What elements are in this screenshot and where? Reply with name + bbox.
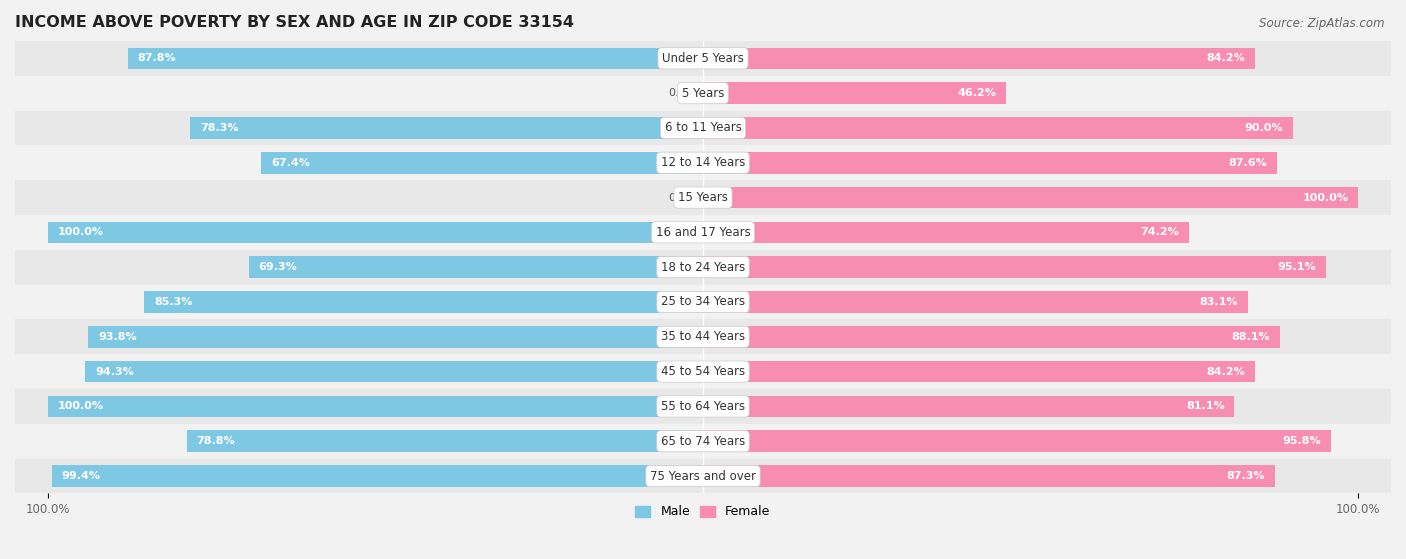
Bar (143, 291, 703, 313)
Bar (15, 75, 1391, 111)
Text: INCOME ABOVE POVERTY BY SEX AND AGE IN ZIP CODE 33154: INCOME ABOVE POVERTY BY SEX AND AGE IN Z… (15, 15, 574, 30)
Bar (15, 111, 1391, 145)
Text: 69.3%: 69.3% (259, 262, 298, 272)
Bar (262, 152, 703, 173)
Text: 87.6%: 87.6% (1229, 158, 1267, 168)
Text: 25 to 34 Years: 25 to 34 Years (661, 296, 745, 309)
Bar (15, 389, 1391, 424)
Text: 12 to 14 Years: 12 to 14 Years (661, 156, 745, 169)
Text: 6 to 11 Years: 6 to 11 Years (665, 121, 741, 134)
Text: 88.1%: 88.1% (1232, 332, 1271, 342)
Bar (15, 285, 1391, 319)
Bar (703, 82, 1005, 104)
Bar (703, 257, 1326, 278)
Text: 78.3%: 78.3% (200, 123, 238, 133)
Bar (15, 354, 1391, 389)
Bar (15, 180, 1391, 215)
Text: 84.2%: 84.2% (1206, 367, 1244, 377)
Text: 83.1%: 83.1% (1199, 297, 1237, 307)
Bar (249, 257, 703, 278)
Text: 87.8%: 87.8% (138, 53, 176, 63)
Bar (703, 221, 1189, 243)
Bar (190, 117, 703, 139)
Bar (703, 117, 1292, 139)
Bar (86, 361, 703, 382)
Bar (703, 291, 1247, 313)
Bar (703, 152, 1277, 173)
Text: 16 and 17 Years: 16 and 17 Years (655, 226, 751, 239)
Text: 46.2%: 46.2% (957, 88, 995, 98)
Bar (48, 221, 703, 243)
Text: 90.0%: 90.0% (1244, 123, 1282, 133)
Bar (15, 250, 1391, 285)
Bar (15, 319, 1391, 354)
Bar (703, 48, 1254, 69)
Bar (703, 187, 1358, 209)
Text: 81.1%: 81.1% (1185, 401, 1225, 411)
Text: 15 Years: 15 Years (678, 191, 728, 204)
Text: 87.3%: 87.3% (1226, 471, 1265, 481)
Text: 100.0%: 100.0% (1302, 192, 1348, 202)
Text: 65 to 74 Years: 65 to 74 Years (661, 435, 745, 448)
Bar (52, 465, 703, 487)
Bar (15, 424, 1391, 458)
Text: 0.0%: 0.0% (668, 88, 696, 98)
Text: 100.0%: 100.0% (58, 401, 104, 411)
Text: Source: ZipAtlas.com: Source: ZipAtlas.com (1260, 17, 1385, 30)
Text: 67.4%: 67.4% (271, 158, 311, 168)
Bar (703, 430, 1330, 452)
Bar (89, 326, 703, 348)
Bar (703, 465, 1275, 487)
Text: 5 Years: 5 Years (682, 87, 724, 100)
Text: 55 to 64 Years: 55 to 64 Years (661, 400, 745, 413)
Text: 75 Years and over: 75 Years and over (650, 470, 756, 482)
Text: 95.1%: 95.1% (1278, 262, 1316, 272)
Text: Under 5 Years: Under 5 Years (662, 52, 744, 65)
Text: 74.2%: 74.2% (1140, 228, 1180, 238)
Text: 100.0%: 100.0% (58, 228, 104, 238)
Legend: Male, Female: Male, Female (630, 500, 776, 523)
Bar (48, 396, 703, 417)
Text: 78.8%: 78.8% (197, 436, 235, 446)
Text: 18 to 24 Years: 18 to 24 Years (661, 260, 745, 274)
Bar (703, 396, 1234, 417)
Bar (703, 326, 1281, 348)
Text: 45 to 54 Years: 45 to 54 Years (661, 365, 745, 378)
Text: 94.3%: 94.3% (96, 367, 134, 377)
Text: 93.8%: 93.8% (98, 332, 136, 342)
Bar (15, 215, 1391, 250)
Text: 0.0%: 0.0% (668, 192, 696, 202)
Bar (15, 458, 1391, 494)
Text: 84.2%: 84.2% (1206, 53, 1244, 63)
Text: 85.3%: 85.3% (153, 297, 193, 307)
Bar (15, 145, 1391, 180)
Text: 95.8%: 95.8% (1282, 436, 1320, 446)
Text: 35 to 44 Years: 35 to 44 Years (661, 330, 745, 343)
Bar (703, 361, 1254, 382)
Bar (15, 41, 1391, 75)
Bar (128, 48, 703, 69)
Bar (187, 430, 703, 452)
Text: 99.4%: 99.4% (62, 471, 100, 481)
